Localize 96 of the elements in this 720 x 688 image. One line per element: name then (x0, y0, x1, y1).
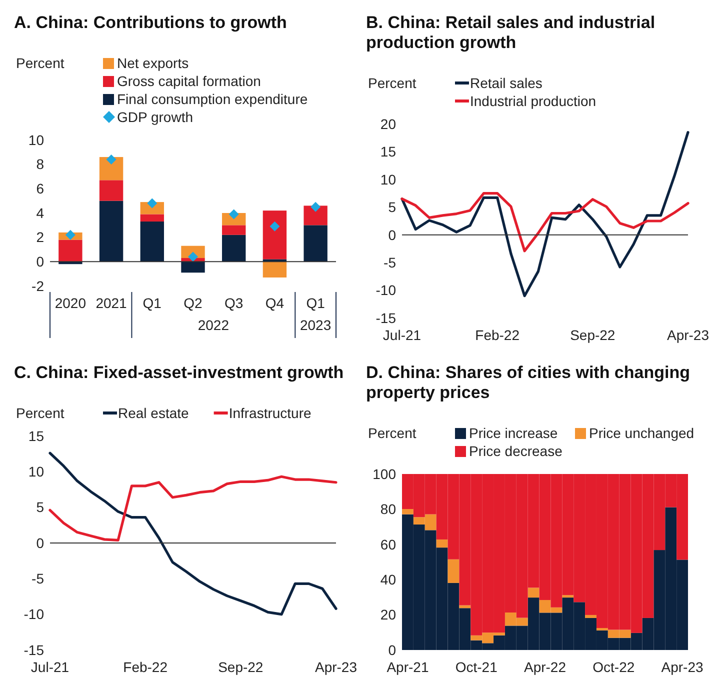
x-tick-label: Q3 (224, 295, 244, 311)
x-tick-label: 2020 (54, 295, 86, 311)
line-series (400, 192, 690, 252)
x-tick-label: Q1 (306, 295, 326, 311)
legend-label: Infrastructure (228, 405, 312, 421)
bar (140, 222, 164, 262)
bar (58, 240, 82, 262)
y-tick-label: -2 (32, 278, 44, 294)
y-tick-label: 10 (28, 464, 44, 480)
legend-label: Price decrease (469, 443, 563, 459)
y-tick-label: 20 (380, 116, 396, 132)
y-tick-label: -5 (32, 570, 44, 587)
x-tick-label: Feb-22 (123, 659, 168, 675)
bar (99, 157, 124, 180)
legend-label: Retail sales (470, 75, 542, 91)
y-tick-label: 5 (36, 499, 44, 516)
y-tick-label: 20 (380, 606, 396, 623)
bar (436, 539, 448, 548)
x-tick-label: Sep-22 (218, 659, 264, 675)
y-tick-label: -10 (376, 282, 396, 298)
x-tick-label: Jul-21 (30, 659, 70, 675)
point (65, 230, 76, 240)
y-tick-label: 5 (388, 199, 396, 216)
point (106, 154, 116, 164)
bar (181, 262, 205, 273)
chart-title: C. China: Fixed-asset-investment growth (14, 363, 344, 382)
legend-label: Gross capital formation (117, 73, 261, 89)
x-tick-label: Apr-23 (661, 659, 704, 675)
y-tick-label: 15 (28, 428, 44, 444)
line-series (400, 131, 690, 298)
bar (222, 234, 246, 262)
y-tick-label: 40 (380, 572, 396, 588)
y-tick-label: 10 (28, 132, 44, 148)
bar (222, 225, 246, 235)
bar (402, 509, 414, 514)
y-tick-label: -15 (376, 310, 396, 326)
y-tick-label: 60 (380, 536, 396, 552)
legend-label: Price unchanged (589, 425, 694, 441)
y-axis-title: Percent (368, 75, 416, 91)
point (270, 221, 280, 232)
chart-title: B. China: Retail sales and industrial production growth (366, 13, 656, 52)
bar (585, 614, 596, 618)
chart-title: D. China: Shares of cities with changing property prices (366, 363, 690, 402)
x-tick-label: Q2 (184, 295, 203, 311)
y-tick-label: -10 (24, 606, 44, 622)
line-series (48, 452, 338, 616)
x-tick-label: 2021 (96, 295, 128, 311)
bar (528, 588, 540, 598)
x-tick-label: Q1 (142, 295, 162, 311)
y-tick-label: 0 (36, 254, 44, 270)
text: 2022 (198, 317, 230, 333)
chart-title: A. China: Contributions to growth (14, 13, 287, 32)
y-tick-label: 8 (36, 156, 44, 172)
x-tick-label: Q4 (265, 295, 284, 311)
y-tick-label: 80 (380, 501, 396, 518)
x-tick-label: Apr-21 (386, 659, 429, 675)
y-tick-label: 2 (36, 229, 44, 246)
x-tick-label: Apr-23 (666, 327, 710, 343)
x-tick-label: Jul-21 (382, 327, 422, 343)
bar (99, 200, 124, 262)
bar (304, 225, 328, 262)
y-tick-label: 0 (388, 226, 396, 243)
y-tick-label: 15 (380, 144, 396, 160)
bar (262, 262, 287, 278)
bar (448, 559, 460, 583)
y-tick-label: 0 (36, 534, 44, 551)
point (310, 202, 321, 212)
x-tick-label: Apr-23 (314, 659, 358, 675)
x-tick-label: Apr-22 (524, 659, 566, 675)
legend-label: Industrial production (470, 93, 596, 109)
y-tick-label: 10 (380, 171, 396, 188)
y-tick-label: -5 (384, 254, 396, 270)
y-tick-label: 100 (372, 466, 396, 482)
legend-label: GDP growth (117, 109, 193, 125)
y-axis-title: Percent (16, 405, 64, 421)
line-series (48, 475, 338, 542)
y-axis-title: Percent (368, 425, 416, 441)
y-tick-label: 4 (36, 204, 44, 221)
legend-label: Final consumption expenditure (117, 91, 308, 107)
x-tick-label: Oct-21 (455, 659, 498, 675)
y-tick-label: 6 (36, 180, 44, 197)
legend-label: Real estate (118, 405, 190, 421)
y-tick-label: 0 (388, 642, 396, 658)
text: 2023 (300, 317, 332, 333)
bar (262, 210, 287, 260)
legend-label: Net exports (117, 55, 189, 71)
bar (562, 595, 574, 598)
y-tick-label: -15 (24, 642, 44, 658)
x-tick-label: Sep-22 (570, 327, 616, 343)
bar (304, 206, 328, 226)
y-axis-title: Percent (16, 55, 64, 71)
x-tick-label: Oct-22 (592, 659, 635, 675)
bar (99, 180, 124, 201)
legend-label: Price increase (469, 425, 558, 441)
x-tick-label: Feb-22 (475, 327, 520, 343)
bar (140, 214, 164, 222)
